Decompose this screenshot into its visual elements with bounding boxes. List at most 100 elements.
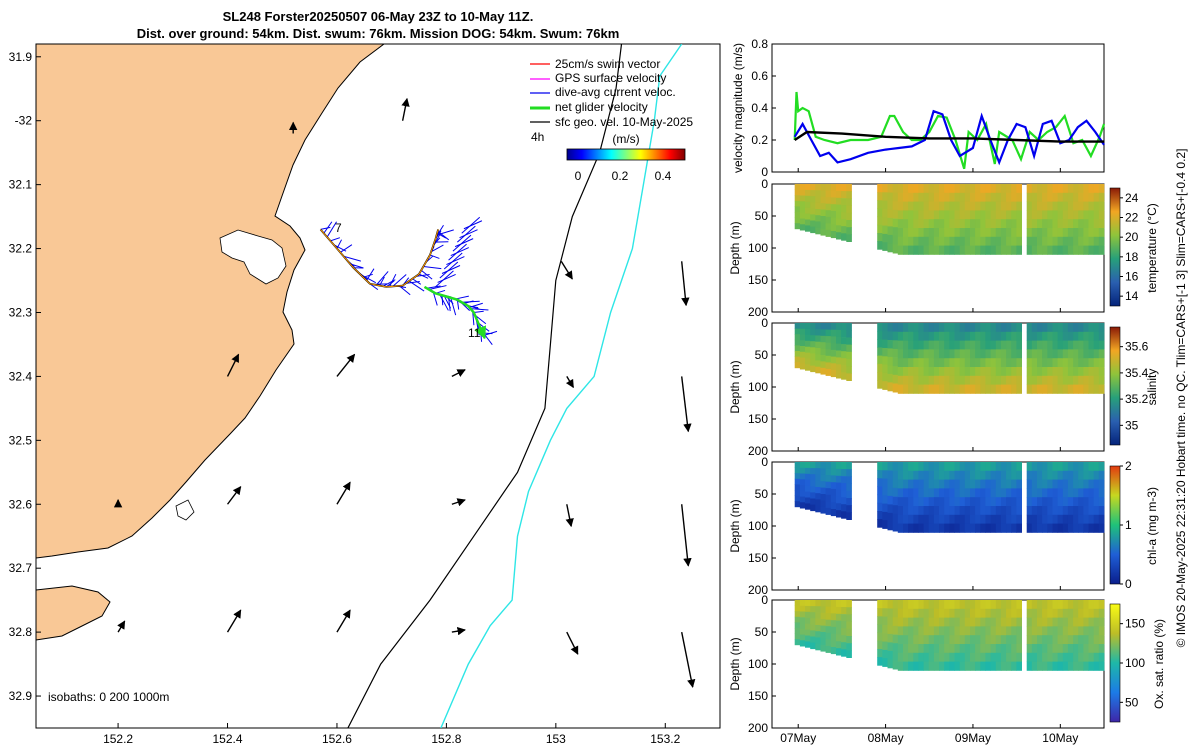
- section-cell: [799, 201, 806, 208]
- section-cell: [933, 367, 940, 377]
- section-cell: [841, 365, 847, 373]
- section-cell: [897, 600, 904, 610]
- section-cell: [887, 487, 894, 497]
- section-cell: [1052, 358, 1059, 368]
- section-cell: [841, 497, 847, 505]
- map-x-tick-label: 152.4: [213, 732, 243, 746]
- section-cell: [928, 367, 935, 377]
- section-cell: [846, 505, 852, 513]
- section-cell: [877, 208, 883, 218]
- section-cell: [1067, 219, 1074, 229]
- section-cell: [995, 210, 1002, 220]
- section-cell: [836, 600, 842, 608]
- section-cell: [887, 650, 894, 660]
- section-cell: [1078, 236, 1084, 246]
- section-cell: [1088, 488, 1095, 498]
- section-cell: [995, 479, 1002, 489]
- section-cell: [1031, 523, 1038, 533]
- section-cell: [1016, 626, 1022, 636]
- section-cell: [810, 462, 816, 469]
- section-cell: [887, 340, 894, 349]
- section-cell: [1011, 617, 1017, 627]
- section-cell: [1088, 462, 1095, 472]
- section-cell: [1031, 600, 1038, 610]
- section-cell: [841, 490, 847, 498]
- colorbar-tick-label: 35.2: [1125, 392, 1149, 406]
- colorbar-tick-0-4: 0.4: [655, 169, 672, 183]
- section-cell: [1078, 228, 1084, 238]
- section-cell: [1031, 228, 1038, 238]
- section-cell: [1047, 635, 1053, 645]
- section-cell: [1026, 210, 1033, 220]
- section-cell: [913, 201, 919, 211]
- section-cell: [830, 356, 837, 364]
- section-cell: [1057, 245, 1064, 255]
- section-cell: [985, 661, 991, 671]
- section-cell: [944, 228, 950, 238]
- section-cell: [892, 366, 899, 376]
- section-cell: [923, 340, 930, 350]
- section-cell: [1016, 497, 1022, 507]
- section-cell: [939, 349, 945, 359]
- section-cell: [913, 644, 919, 654]
- section-cell: [959, 470, 966, 480]
- section-cell: [918, 514, 924, 524]
- section-cell: [1011, 228, 1017, 238]
- section-cell: [836, 211, 842, 219]
- section-cell: [1031, 323, 1038, 333]
- section-cell: [815, 606, 821, 613]
- section-cell: [903, 514, 909, 524]
- section-cell: [928, 184, 935, 194]
- section-cell: [820, 625, 827, 633]
- section-cell: [794, 217, 801, 224]
- section-cell: [820, 506, 827, 514]
- section-cell: [1062, 462, 1069, 472]
- dive-current-vector: [473, 310, 484, 313]
- section-cell: [1067, 323, 1074, 333]
- section-cell: [815, 505, 821, 513]
- section-cell: [799, 346, 806, 353]
- section-cell: [1037, 236, 1043, 246]
- section-cell: [892, 462, 899, 471]
- section-cell: [846, 366, 852, 374]
- section-cell: [846, 184, 852, 192]
- section-cell: [815, 184, 821, 191]
- section-cell: [1016, 210, 1022, 220]
- section-cell: [1073, 600, 1079, 610]
- section-cell: [918, 470, 924, 480]
- dive-current-vector: [389, 273, 397, 287]
- section-cell: [897, 626, 904, 636]
- section-cell: [959, 626, 966, 636]
- section-cell: [810, 190, 816, 197]
- section-cell: [970, 228, 976, 238]
- section-cell: [1006, 323, 1012, 333]
- section-cell: [846, 469, 852, 477]
- section-cell: [877, 640, 883, 650]
- section-cell: [923, 192, 930, 202]
- section-cell: [980, 644, 986, 654]
- section-cell: [825, 184, 832, 191]
- section-cell: [1067, 245, 1074, 255]
- section-cell: [918, 340, 924, 350]
- section-cell: [830, 640, 837, 648]
- section-cell: [908, 523, 914, 533]
- section-cell: [1037, 184, 1043, 194]
- section-cell: [959, 479, 966, 489]
- section-cell: [1006, 506, 1012, 516]
- section-cell: [810, 202, 816, 209]
- section-cell: [985, 626, 991, 636]
- section-cell: [1078, 245, 1084, 255]
- section-cell: [954, 375, 961, 385]
- section-cell: [830, 231, 837, 239]
- section-cell: [959, 236, 966, 246]
- section-cell: [985, 236, 991, 246]
- section-cell: [810, 208, 816, 215]
- section-cell: [1088, 635, 1095, 645]
- section-cell: [794, 345, 801, 352]
- speed-colorbar: [566, 148, 686, 161]
- section-cell: [836, 627, 842, 635]
- section-cell: [799, 628, 806, 635]
- section-cell: [1098, 600, 1105, 610]
- section-cell: [1006, 644, 1012, 654]
- section-cell: [1052, 479, 1059, 489]
